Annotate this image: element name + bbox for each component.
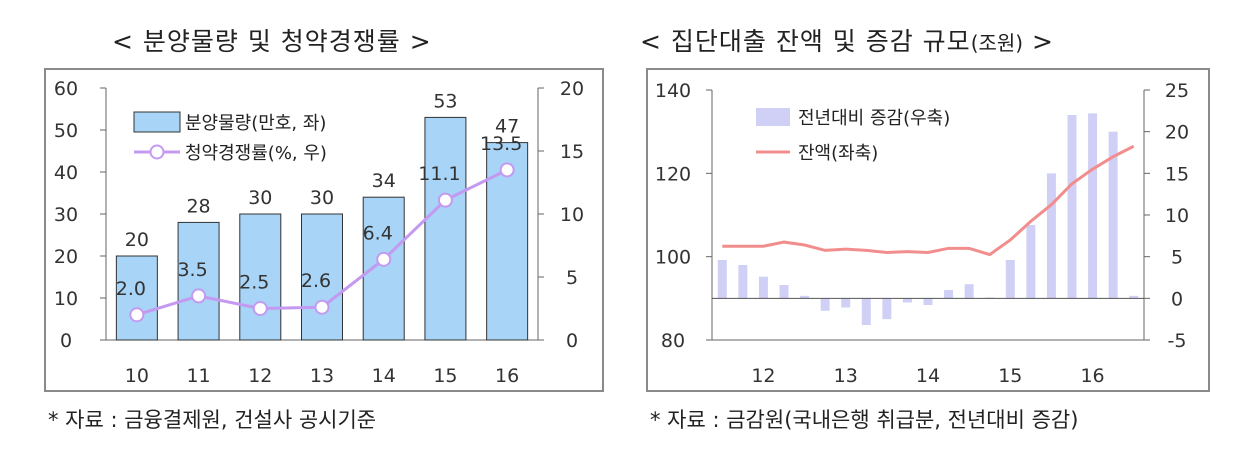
right-chart-line-series (722, 144, 1135, 257)
left-chart-bar (115, 255, 158, 341)
left-chart-legend-bar-swatch (133, 111, 181, 133)
left-chart-bar-label: 47 (495, 116, 519, 138)
left-chart-title: < 분양물량 및 청약경쟁률 > (112, 27, 432, 56)
left-chart-y-right-tick-label: 20 (560, 78, 584, 100)
left-chart-y-left-tick-label: 20 (54, 246, 78, 268)
right-chart-bar (964, 284, 974, 299)
right-chart-legend-bar-label: 전년대비 증감(우축) (798, 108, 950, 129)
left-chart-line-point (376, 251, 392, 267)
right-chart-bar (1005, 260, 1015, 299)
left-chart-line-point (437, 192, 453, 208)
left-chart-line-label: 2.6 (301, 270, 331, 292)
right-chart-y-right-tick-label: 20 (1165, 122, 1189, 144)
left-chart-bar (177, 221, 220, 341)
right-chart-bar (841, 298, 851, 308)
left-chart-line-label: 3.5 (177, 259, 207, 281)
left-chart-x-tick-label: 16 (495, 365, 519, 387)
right-chart-bar (717, 260, 727, 299)
left-chart-line-point (499, 162, 515, 178)
left-chart-line-label: 11.1 (418, 163, 460, 185)
left-chart-y-right-tick-label: 5 (566, 267, 578, 289)
right-chart-title-unit: (조원) (970, 31, 1024, 55)
right-chart-bar (820, 298, 830, 311)
left-chart-bar-label: 30 (310, 187, 334, 209)
right-chart-x-tick-label: 16 (1080, 365, 1104, 387)
left-chart-line-label: 2.0 (116, 278, 146, 300)
right-chart-y-right-tick-label: 15 (1165, 163, 1189, 185)
right-chart-y-right-tick-label: 5 (1171, 247, 1183, 269)
right-chart-y-right-tick-label: 0 (1171, 288, 1183, 310)
left-chart-bar-label: 34 (372, 170, 396, 192)
right-source-note: * 자료 : 금감원(국내은행 취급분, 전년대비 증감) (650, 408, 1079, 432)
left-chart-y-left-tick-label: 60 (54, 78, 78, 100)
left-chart-legend-line-label: 청약경쟁률(%, 우) (185, 143, 327, 164)
right-chart-y-left-tick-label: 100 (655, 247, 691, 269)
left-chart-bar-label: 53 (433, 90, 457, 112)
right-chart-bar (800, 295, 810, 299)
right-chart-y-right-tick-label: 25 (1165, 80, 1189, 102)
right-chart-y-right-tick-label: 10 (1165, 205, 1189, 227)
right-chart-bar (923, 298, 933, 305)
left-chart-x-tick-label: 11 (186, 365, 210, 387)
left-chart-line-label: 6.4 (363, 222, 393, 244)
right-chart-x-tick-label: 13 (834, 365, 858, 387)
left-chart-line-point (191, 288, 207, 304)
right-chart-y-right-tick-label: -5 (1168, 330, 1187, 352)
right-chart-title-main: < 집단대출 잔액 및 증감 규모 (640, 27, 971, 56)
right-chart-y-left-tick-label: 140 (655, 80, 691, 102)
left-chart-y-left-tick-label: 50 (54, 120, 78, 142)
left-chart-x-tick-label: 12 (248, 365, 272, 387)
left-chart-legend-bar-label: 분양물량(만호, 좌) (185, 113, 326, 134)
left-chart-bar-label: 28 (186, 195, 210, 217)
right-chart-bar (861, 298, 871, 325)
right-chart-title: < 집단대출 잔액 및 증감 규모(조원) > (640, 22, 1054, 58)
right-chart-x-tick-label: 15 (998, 365, 1022, 387)
right-chart-bar (882, 298, 892, 320)
right-chart-legend-line-label: 잔액(좌축) (798, 143, 878, 164)
left-chart-line-label: 13.5 (480, 133, 522, 155)
left-chart-bar-label: 30 (248, 187, 272, 209)
left-chart-line-point (314, 299, 330, 315)
right-chart-y-left-tick-label: 120 (655, 163, 691, 185)
left-chart-y-left-tick-label: 30 (54, 204, 78, 226)
left-chart-y-right-tick-label: 15 (560, 141, 584, 163)
right-chart-bar (1088, 113, 1098, 299)
left-chart-x-tick-label: 15 (433, 365, 457, 387)
left-chart-y-left-tick-label: 10 (54, 288, 78, 310)
left-chart-y-left-tick-label: 40 (54, 162, 78, 184)
right-chart-x-tick-label: 12 (751, 365, 775, 387)
right-chart-title-end: > (1023, 27, 1054, 56)
left-chart-bar (424, 116, 467, 341)
right-chart-bar (1046, 173, 1056, 299)
left-chart-x-tick-label: 10 (125, 365, 149, 387)
right-chart-bar (1129, 295, 1139, 299)
left-chart-bar-label: 20 (125, 229, 149, 251)
right-chart-legend-bar-swatch (756, 108, 790, 126)
right-chart-bar (902, 298, 912, 303)
right-chart-x-tick-label: 14 (916, 365, 940, 387)
right-chart-bar (738, 265, 748, 299)
left-chart-x-tick-label: 13 (310, 365, 334, 387)
right-chart-bar (1067, 115, 1077, 299)
left-chart-line-label: 2.5 (239, 272, 269, 294)
left-chart-y-left-tick-label: 0 (60, 330, 72, 352)
left-chart-bar (301, 213, 343, 341)
left-chart-line-point (129, 307, 145, 323)
right-chart-bar (944, 290, 954, 299)
right-chart-bar (758, 276, 768, 299)
left-chart-y-right-tick-label: 0 (566, 330, 578, 352)
left-chart-y-right-tick-label: 10 (560, 204, 584, 226)
right-chart-y-left-tick-label: 80 (661, 330, 685, 352)
right-chart-bar (779, 285, 789, 299)
right-chart-bar (1026, 225, 1036, 299)
right-chart-bar (1108, 131, 1118, 299)
left-chart-line-point (252, 301, 268, 316)
left-chart-legend-line-marker (149, 144, 165, 160)
left-source-note: * 자료 : 금융결제원, 건설사 공시기준 (48, 408, 377, 432)
left-chart-x-tick-label: 14 (372, 365, 396, 387)
left-chart-bar (239, 213, 282, 341)
